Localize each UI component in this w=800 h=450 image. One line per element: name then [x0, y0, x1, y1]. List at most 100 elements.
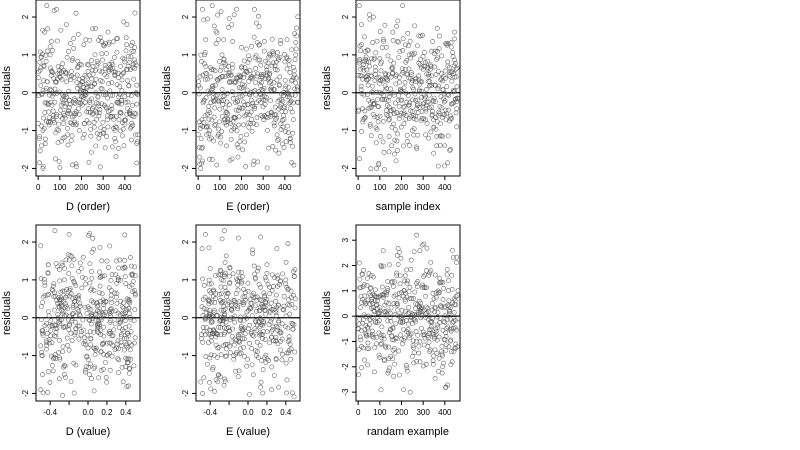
- data-point: [442, 163, 447, 169]
- data-point: [440, 297, 446, 302]
- data-point: [126, 311, 132, 316]
- data-point: [234, 6, 240, 12]
- data-point: [121, 19, 127, 25]
- data-point: [407, 38, 413, 44]
- data-point: [121, 300, 127, 306]
- data-point: [107, 320, 113, 325]
- data-point: [413, 319, 418, 325]
- data-point: [104, 105, 109, 111]
- data-point: [454, 327, 460, 333]
- data-point: [393, 72, 399, 78]
- data-point: [356, 326, 361, 332]
- data-point: [404, 57, 410, 63]
- data-point: [215, 133, 221, 139]
- data-point: [89, 376, 94, 381]
- data-point: [80, 254, 86, 260]
- data-point: [276, 318, 282, 324]
- data-point: [284, 123, 290, 129]
- data-point: [444, 272, 450, 278]
- data-point: [249, 128, 255, 134]
- data-point: [407, 100, 413, 106]
- data-point: [62, 104, 68, 109]
- data-point: [356, 321, 362, 327]
- data-point: [409, 72, 415, 78]
- data-point: [392, 151, 397, 157]
- data-point: [261, 97, 266, 103]
- data-point: [235, 108, 241, 113]
- data-point: [43, 52, 49, 58]
- data-point: [94, 58, 100, 64]
- data-point: [378, 332, 384, 338]
- data-point: [40, 390, 46, 396]
- y-axis-title: residuals: [1, 290, 13, 335]
- data-point: [218, 332, 224, 338]
- data-point: [372, 293, 378, 299]
- data-point: [414, 232, 420, 238]
- data-point: [244, 315, 250, 321]
- data-point: [383, 299, 389, 305]
- data-point: [106, 330, 112, 336]
- data-point: [260, 390, 266, 396]
- data-point: [90, 235, 96, 241]
- data-point: [93, 90, 99, 96]
- data-point: [196, 79, 202, 84]
- data-point: [289, 78, 294, 84]
- data-point: [91, 246, 96, 252]
- data-point: [271, 373, 277, 379]
- data-point: [41, 115, 46, 121]
- data-point: [231, 12, 237, 18]
- data-point: [212, 388, 217, 394]
- data-point: [216, 76, 222, 82]
- data-point: [64, 55, 70, 60]
- data-point: [53, 79, 59, 85]
- data-point: [451, 310, 457, 315]
- data-point: [91, 124, 97, 130]
- data-points: [355, 3, 461, 172]
- data-point: [224, 99, 230, 105]
- data-point: [69, 133, 75, 139]
- data-point: [377, 90, 382, 96]
- data-point: [433, 115, 439, 120]
- data-point: [258, 322, 264, 328]
- data-point: [432, 376, 438, 381]
- data-point: [215, 12, 221, 18]
- data-point: [281, 307, 287, 313]
- data-point: [64, 335, 70, 341]
- data-point: [66, 49, 71, 54]
- data-point: [36, 75, 41, 81]
- data-point: [51, 8, 57, 14]
- data-point: [122, 232, 128, 238]
- data-point: [208, 290, 214, 296]
- data-point: [413, 117, 419, 123]
- data-point: [200, 276, 206, 282]
- data-point: [429, 112, 435, 118]
- x-tick-label: 400: [438, 183, 452, 192]
- data-point: [121, 56, 127, 62]
- data-point: [371, 101, 377, 106]
- data-point: [382, 358, 387, 364]
- data-point: [372, 369, 377, 375]
- data-point: [107, 243, 113, 249]
- data-point: [381, 295, 386, 300]
- data-point: [241, 336, 247, 342]
- data-point: [398, 111, 404, 116]
- data-point: [106, 285, 112, 291]
- data-point: [229, 308, 235, 313]
- data-point: [219, 87, 225, 92]
- data-point: [122, 59, 128, 65]
- data-point: [386, 98, 391, 104]
- data-point: [259, 80, 264, 85]
- data-point: [244, 363, 250, 369]
- data-point: [454, 344, 460, 350]
- data-point: [430, 361, 436, 367]
- data-point: [101, 130, 107, 136]
- data-point: [212, 123, 217, 128]
- data-point: [412, 317, 418, 323]
- data-point: [212, 105, 218, 111]
- data-point: [55, 300, 61, 306]
- data-point: [408, 331, 414, 337]
- data-point: [401, 337, 407, 343]
- data-point: [221, 57, 227, 62]
- data-point: [119, 364, 125, 370]
